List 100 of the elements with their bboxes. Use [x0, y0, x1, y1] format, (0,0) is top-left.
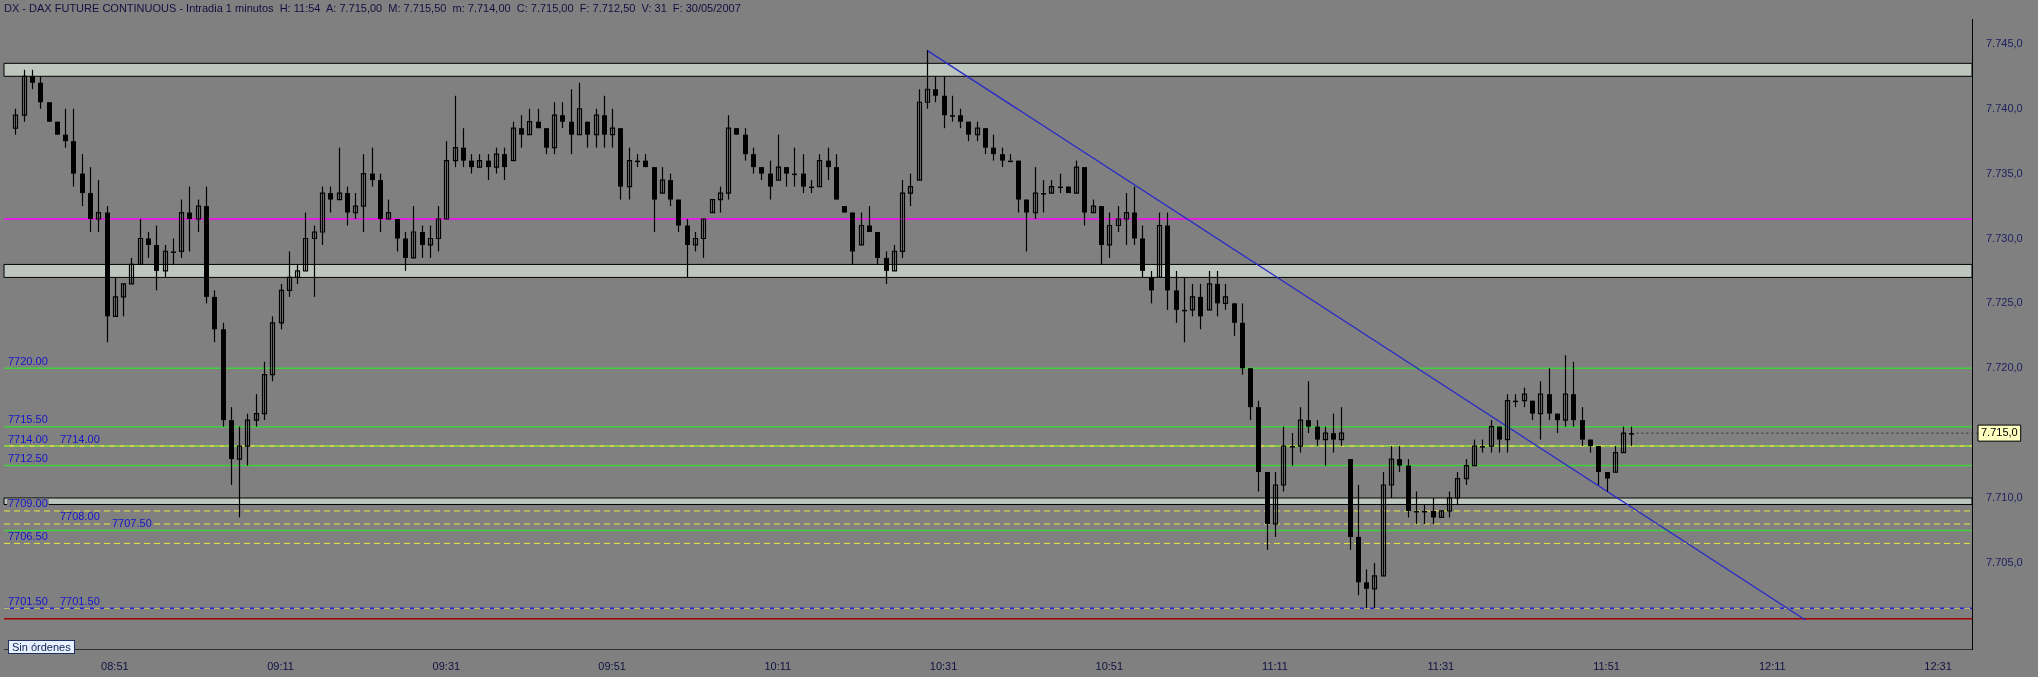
candlestick [120, 283, 127, 317]
candlestick [178, 198, 185, 259]
candlestick [560, 101, 565, 129]
candlestick [1471, 439, 1478, 467]
candlestick [195, 198, 202, 233]
candlestick [907, 173, 914, 207]
candlestick [569, 88, 574, 155]
candlestick [319, 185, 326, 246]
candlestick [751, 147, 756, 175]
y-tick-label: 7.735,0 [1986, 166, 2023, 179]
y-tick-label: 7.730,0 [1986, 231, 2023, 244]
candlestick [974, 121, 981, 142]
candlestick [609, 108, 616, 149]
candlestick [775, 134, 782, 181]
ref-line-label: 7706.50 [8, 529, 48, 542]
x-tick-label: 11:11 [1262, 660, 1288, 673]
candlestick [328, 185, 333, 214]
candlestick [269, 315, 276, 382]
candlestick [1504, 393, 1511, 454]
candlestick [370, 147, 375, 188]
candlestick [526, 108, 533, 136]
candlestick [1123, 192, 1130, 246]
candlestick [950, 95, 955, 123]
candlestick [1497, 426, 1502, 454]
candlestick [585, 121, 590, 149]
candlestick [551, 101, 558, 155]
ref-line-label: 7715.50 [8, 413, 48, 426]
ref-line-label: 7714.00 [60, 432, 100, 445]
candlestick [1041, 179, 1046, 214]
candlestick [1198, 283, 1203, 330]
y-tick-label: 7.725,0 [1986, 296, 2023, 309]
candlestick [899, 179, 906, 259]
candlestick [1290, 432, 1295, 467]
x-tick-label: 09:11 [267, 660, 294, 673]
candlestick [278, 283, 285, 330]
candlestick [253, 393, 260, 428]
candlestick [1629, 426, 1634, 447]
candlestick [427, 224, 434, 259]
candlestick [493, 147, 500, 175]
candlestick [146, 231, 151, 259]
ref-line-label: 7708.00 [60, 510, 100, 523]
ref-line-label: 7714.00 [8, 432, 48, 445]
candlestick [336, 147, 343, 201]
candlestick [1537, 380, 1544, 441]
candlestick [519, 114, 524, 149]
candlestick [1297, 406, 1304, 454]
ref-line-label: 7712.50 [8, 452, 48, 465]
candlestick [983, 127, 988, 155]
candlestick [784, 166, 789, 188]
candlestick [626, 147, 633, 201]
annotation: Sin órdenes [8, 640, 75, 654]
candlestick [602, 95, 607, 149]
annotation: 7.715,0 [1981, 426, 2018, 439]
candlestick [1000, 147, 1005, 168]
candlestick [1547, 367, 1552, 421]
candlestick [1322, 426, 1329, 467]
ref-line-label: 7709.00 [8, 497, 48, 510]
candlestick [1280, 426, 1287, 493]
candlestick [410, 205, 417, 259]
candlestick [95, 179, 102, 233]
candlestick [1463, 458, 1470, 486]
candlestick [593, 108, 600, 149]
candlestick [816, 153, 823, 188]
candlestick [867, 205, 872, 233]
candlestick [768, 160, 773, 201]
candlestick [1189, 283, 1196, 317]
ref-line-label: 7720.00 [8, 354, 48, 367]
candlestick [659, 166, 666, 194]
candlestick [1032, 166, 1039, 220]
candlestick [395, 218, 400, 253]
x-tick-label: 11:51 [1593, 660, 1620, 673]
candlestick [502, 147, 507, 181]
candlestick [12, 108, 19, 136]
candlestick [991, 134, 996, 162]
candlestick [1397, 445, 1402, 473]
candlestick [385, 198, 392, 220]
chart-title: DX - DAX FUTURE CONTINUOUS - Intradia 1 minutos H: 11:54 A: 7.715,00 M: 7.715,50 m: 7.714,00 C: 7.715,00 F: 7.712,50 V: 31 F: 30/05/2007 [4, 1, 741, 14]
candlestick [1073, 160, 1080, 194]
candlestick [700, 218, 707, 259]
candlestick [1115, 205, 1122, 233]
y-tick-label: 7.745,0 [1986, 36, 2023, 49]
candlestick [1232, 302, 1237, 337]
candlestick [692, 231, 699, 253]
y-tick-label: 7.710,0 [1986, 491, 2023, 504]
candlestick [576, 82, 583, 136]
candlestick [544, 127, 549, 155]
candlestick [1364, 568, 1369, 609]
candlestick [63, 108, 68, 149]
x-tick-label: 12:31 [1924, 660, 1952, 673]
candlestick [958, 108, 963, 129]
ref-line-label: 7701.50 [60, 594, 100, 607]
candlestick [1306, 380, 1311, 434]
candlestick [826, 147, 831, 181]
candlestick [1024, 198, 1029, 253]
candlestick [1331, 413, 1336, 454]
candlestick [725, 114, 732, 201]
candlestick [1521, 387, 1528, 408]
candlestick [1106, 211, 1113, 259]
candlestick [420, 224, 425, 259]
x-tick-label: 11:31 [1427, 660, 1455, 673]
